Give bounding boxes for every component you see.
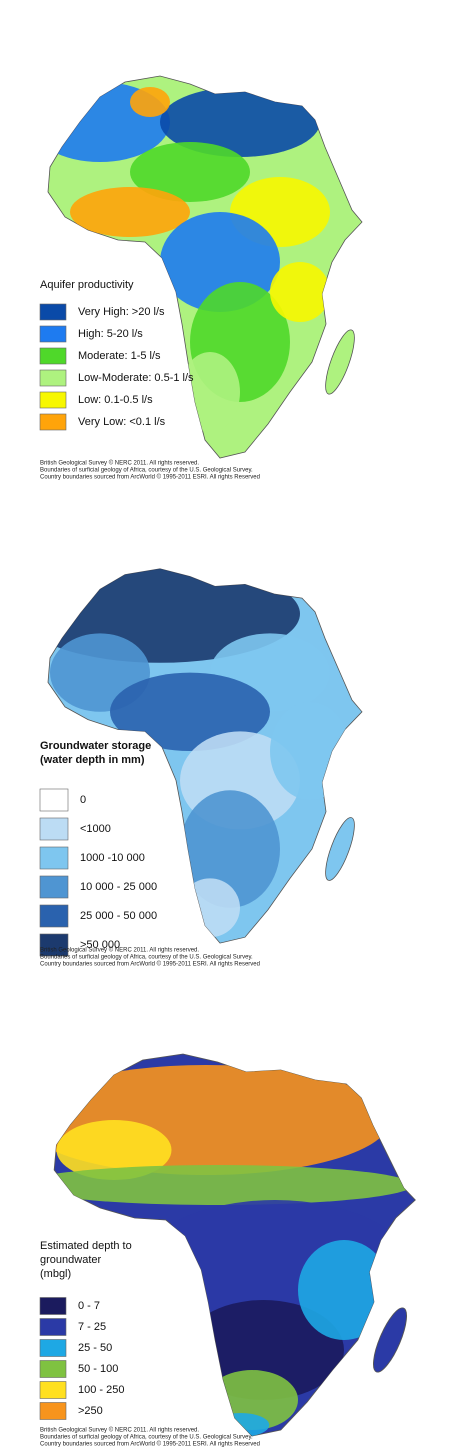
region [180,352,240,432]
credit-line: Country boundaries sourced from ArcWorld… [40,474,260,481]
legend-title: Groundwater storage [40,740,151,752]
legend-swatch [39,933,69,957]
region [180,878,240,938]
map [47,568,363,944]
region [270,702,350,800]
legend-swatch [39,1339,67,1357]
region [211,1413,270,1436]
region [180,790,280,908]
madagascar [325,329,355,395]
legend-title: groundwater [40,1254,101,1266]
legend-swatch [39,1381,67,1399]
legend-swatch [39,413,67,431]
region [298,1240,390,1340]
credit-line: Boundaries of surficial geology of Afric… [40,955,253,961]
legend-label: Low: 0.1-0.5 l/s [78,394,153,406]
legend-label: High: 5-20 l/s [78,328,143,340]
region [110,672,270,751]
region [270,262,330,322]
legend-title: (mbgl) [40,1268,71,1280]
legend-label: <1000 [80,823,111,835]
legend-title: Estimated depth to [40,1240,132,1252]
legend-label: 0 - 7 [78,1300,100,1312]
legend-label: 0 [80,794,86,806]
legend-swatch [39,1297,67,1315]
legend-label: 25 000 - 50 000 [80,910,157,922]
credit-line: British Geological Survey © NERC 2011. A… [40,947,199,954]
legend-swatch [39,817,69,841]
legend-swatch [39,1402,67,1420]
legend-label: 25 - 50 [78,1342,112,1354]
legend-swatch [39,1318,67,1336]
region [160,87,320,157]
region [183,1300,344,1400]
legend-label: Very High: >20 l/s [78,306,165,318]
legend-label: 100 - 250 [78,1384,124,1396]
legend-label: Moderate: 1-5 l/s [78,350,161,362]
credit-line: Boundaries of surficial geology of Afric… [40,1435,253,1441]
legend-swatch [39,391,67,409]
region [130,142,250,202]
legend-swatch [39,369,67,387]
legend-label: Very Low: <0.1 l/s [78,416,166,428]
legend-swatch [39,303,67,321]
credit-line: British Geological Survey © NERC 2011. A… [40,1427,199,1434]
legend-swatch [39,846,69,870]
legend-title: (water depth in mm) [40,754,145,766]
madagascar [373,1307,407,1373]
credit-line: Country boundaries sourced from ArcWorld… [40,1441,260,1448]
legend-label: 10 000 - 25 000 [80,881,157,893]
map-regions [54,1065,413,1436]
legend-title: Aquifer productivity [40,279,134,291]
legend-label: >250 [78,1405,103,1417]
legend-label: 50 - 100 [78,1363,118,1375]
legend-swatch [39,325,67,343]
region [56,1120,172,1180]
region [70,187,190,237]
madagascar [325,817,355,881]
legend-swatch [39,875,69,899]
map [53,1053,416,1437]
legend-swatch [39,1360,67,1378]
legend-swatch [39,347,67,365]
map [47,75,363,459]
legend-swatch [39,904,69,928]
credit-line: Country boundaries sourced from ArcWorld… [40,961,260,968]
credit-line: Boundaries of surficial geology of Afric… [40,468,253,474]
map-regions [48,568,350,938]
legend-label: 1000 -10 000 [80,852,145,864]
credit-line: British Geological Survey © NERC 2011. A… [40,460,199,467]
legend-label: Low-Moderate: 0.5-1 l/s [78,372,194,384]
legend-label: 7 - 25 [78,1321,106,1333]
legend-label: >50 000 [80,939,120,951]
region [54,1165,413,1205]
region [130,87,170,117]
legend-swatch [39,788,69,812]
map-regions [48,82,330,432]
